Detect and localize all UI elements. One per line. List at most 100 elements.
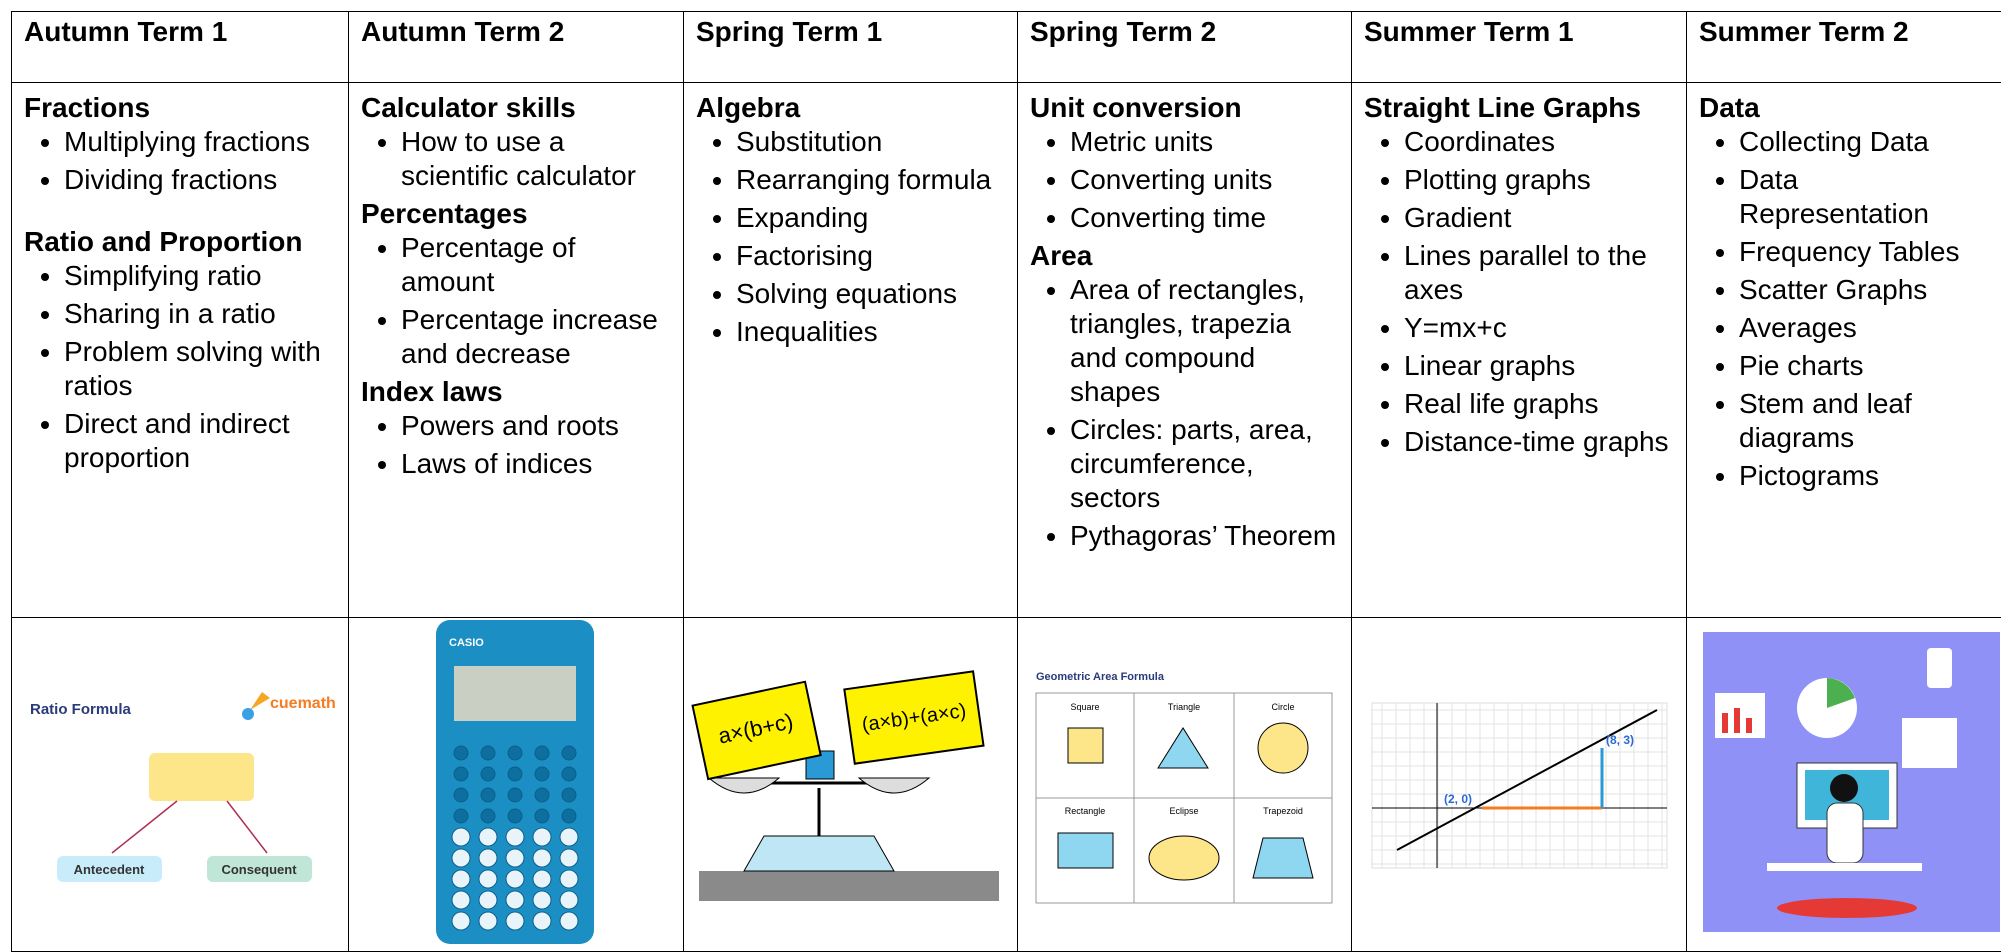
calc-button <box>481 788 495 802</box>
section: PercentagesPercentage of amountPercentag… <box>361 197 671 371</box>
section-heading: Straight Line Graphs <box>1364 91 1674 125</box>
calc-button <box>562 746 576 760</box>
calc-button <box>535 809 549 823</box>
topic: Substitution <box>736 125 1005 159</box>
section: Calculator skillsHow to use a scientific… <box>361 91 671 193</box>
calc-button <box>454 746 468 760</box>
calc-button <box>479 849 497 867</box>
topic: Gradient <box>1404 201 1674 235</box>
topic: Expanding <box>736 201 1005 235</box>
term-header: Summer Term 2 <box>1687 12 2001 83</box>
topic-list: Substitution Rearranging formula Expanding… <box>696 125 1005 349</box>
image-cell: Geometric Area Formula Square Triangle C… <box>1018 618 1352 952</box>
calc-button <box>506 849 524 867</box>
topic: Linear graphs <box>1404 349 1674 383</box>
image-text: Triangle <box>1168 702 1200 712</box>
topic: Lines parallel to the axes <box>1404 239 1674 307</box>
calc-button <box>560 912 578 930</box>
topic: Percentage increase and decrease <box>401 303 671 371</box>
topic-list: Metric unitsConverting unitsConverting t… <box>1030 125 1339 235</box>
topic: Distance-time graphs <box>1404 425 1674 459</box>
section-heading: Algebra <box>696 91 1005 125</box>
section: Index lawsPowers and rootsLaws of indice… <box>361 375 671 481</box>
image-text: Circle <box>1271 702 1294 712</box>
topic: Plotting graphs <box>1404 163 1674 197</box>
section: DataCollecting DataData RepresentationFr… <box>1699 91 1989 493</box>
image-text: Consequent <box>221 862 297 877</box>
calc-button <box>508 788 522 802</box>
image-text: Trapezoid <box>1263 806 1303 816</box>
image-text: Geometric Area Formula <box>1036 671 1165 683</box>
section-heading: Data <box>1699 91 1989 125</box>
calc-button <box>454 809 468 823</box>
calc-button <box>533 870 551 888</box>
term-header: Summer Term 1 <box>1352 12 1687 83</box>
topic: Factorising <box>736 239 1005 273</box>
calc-button <box>452 849 470 867</box>
calc-button <box>454 767 468 781</box>
calc-button <box>454 788 468 802</box>
image-text: (2, 0) <box>1444 792 1472 806</box>
topic: Coordinates <box>1404 125 1674 159</box>
topic-list: Simplifying ratioSharing in a ratioProbl… <box>24 259 336 475</box>
topic: Area of rectangles, triangles, trapezia … <box>1070 273 1339 409</box>
section: AreaArea of rectangles, triangles, trape… <box>1030 239 1339 553</box>
calc-button <box>506 912 524 930</box>
image-text: (8, 3) <box>1606 733 1634 747</box>
content-cell: Unit conversionMetric unitsConverting un… <box>1018 83 1352 618</box>
section-heading: Calculator skills <box>361 91 671 125</box>
topic: Averages <box>1739 311 1989 345</box>
calc-button <box>533 912 551 930</box>
topic: Sharing in a ratio <box>64 297 336 331</box>
calc-button <box>452 828 470 846</box>
image-cell: Ratio Formula cuemath Antecedent Consequ… <box>12 618 349 952</box>
topic-list: Multiplying fractionsDividing fractions <box>24 125 336 197</box>
calc-button <box>562 788 576 802</box>
calc-button <box>479 912 497 930</box>
term-header: Spring Term 2 <box>1018 12 1352 83</box>
image-text: Eclipse <box>1169 806 1198 816</box>
section-heading: Ratio and Proportion <box>24 225 336 259</box>
content-row: FractionsMultiplying fractionsDividing f… <box>12 83 2001 618</box>
image-text: Rectangle <box>1065 806 1106 816</box>
calc-button <box>452 891 470 909</box>
calc-button <box>560 870 578 888</box>
topic: Solving equations <box>736 277 1005 311</box>
calc-button <box>535 788 549 802</box>
topic: Y=mx+c <box>1404 311 1674 345</box>
topic: Metric units <box>1070 125 1339 159</box>
term-header: Spring Term 1 <box>684 12 1018 83</box>
section: AlgebraSubstitution Rearranging formula Ex… <box>696 91 1005 349</box>
image-row: Ratio Formula cuemath Antecedent Consequ… <box>12 618 2001 952</box>
topic: Converting units <box>1070 163 1339 197</box>
calc-button <box>533 849 551 867</box>
image-cell: (2, 0) (8, 3) <box>1352 618 1687 952</box>
topic: Simplifying ratio <box>64 259 336 293</box>
topic: Pie charts <box>1739 349 1989 383</box>
image-cell: CASIO <box>349 618 684 952</box>
topic: Rearranging formula <box>736 163 1005 197</box>
ratio-image: Ratio Formula cuemath Antecedent Consequ… <box>12 618 347 944</box>
topic: Real life graphs <box>1404 387 1674 421</box>
image-text: Antecedent <box>74 862 145 877</box>
section-heading: Fractions <box>24 91 336 125</box>
topic: Circles: parts, area, circumference, sec… <box>1070 413 1339 515</box>
topic: Collecting Data <box>1739 125 1989 159</box>
calc-button <box>506 870 524 888</box>
calc-button <box>535 767 549 781</box>
image-text: Ratio Formula <box>30 701 131 718</box>
calc-button <box>479 828 497 846</box>
image-cell <box>1687 618 2001 952</box>
calc-button <box>508 767 522 781</box>
content-cell: Straight Line GraphsCoordinates Plotting … <box>1352 83 1687 618</box>
section: Ratio and ProportionSimplifying ratio Sha… <box>24 225 336 475</box>
balance-image: a×(b+c) (a×b)+(a×c) <box>684 618 1018 944</box>
content-cell: FractionsMultiplying fractionsDividing f… <box>12 83 349 618</box>
area-image: Geometric Area Formula Square Triangle C… <box>1018 618 1352 944</box>
image-text: Square <box>1070 702 1099 712</box>
topic: Powers and roots <box>401 409 671 443</box>
topic-list: Powers and rootsLaws of indices <box>361 409 671 481</box>
topic-list: Area of rectangles, triangles, trapezia … <box>1030 273 1339 553</box>
calc-button <box>481 746 495 760</box>
